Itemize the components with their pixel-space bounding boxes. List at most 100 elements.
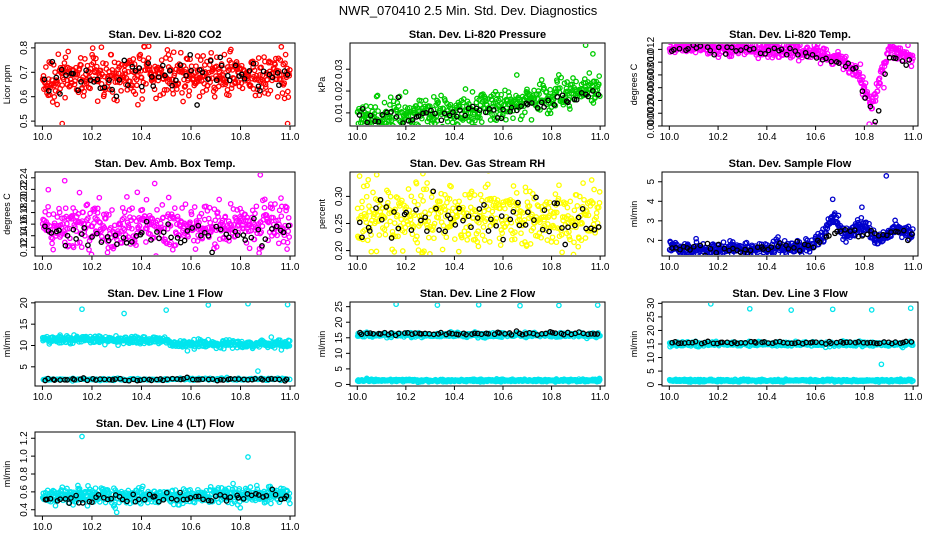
data-point-sampleflow-selected (697, 242, 704, 249)
data-point-rh-selected (413, 206, 419, 213)
data-point-sampleflow-all (751, 251, 758, 255)
panel-title-boxtemp: Stan. Dev. Amb. Box Temp. (95, 158, 236, 170)
y-tick-label-boxtemp: 0.20 (19, 191, 30, 211)
data-point-boxtemp-selected (78, 231, 85, 237)
data-point-rh-all (415, 247, 422, 253)
data-point-rh-all (385, 189, 392, 196)
data-point-rh-all (551, 224, 558, 231)
data-point-boxtemp-all (283, 204, 290, 211)
data-point-co2-all (81, 88, 87, 95)
data-point-line1-selected (51, 377, 58, 383)
data-point-rh-all (509, 198, 516, 205)
data-point-rh-selected (383, 204, 390, 210)
data-point-boxtemp-all (42, 208, 49, 215)
data-point-co2-all (153, 95, 159, 102)
data-point-rh-all (464, 236, 471, 243)
data-point-rh-all (361, 227, 368, 233)
data-point-rh-all (373, 248, 380, 255)
data-point-co2-selected (75, 87, 81, 94)
data-point-boxtemp-all (121, 215, 127, 221)
data-point-pressure-selected (356, 112, 363, 118)
data-point-pressure-selected (409, 116, 416, 123)
data-point-pressure-all (440, 123, 445, 125)
data-point-rh-all (527, 241, 534, 247)
data-point-temp-selected (845, 60, 852, 67)
data-point-boxtemp-all (194, 238, 201, 244)
data-point-co2-all (286, 67, 293, 73)
data-point-co2-all (221, 51, 228, 58)
data-point-boxtemp-all (284, 246, 290, 252)
y-axis-label-pressure: kPa (317, 77, 327, 93)
data-point-pressure-selected (423, 109, 430, 116)
data-point-rh-all (468, 188, 475, 195)
data-point-boxtemp-all (119, 204, 126, 211)
data-point-rh-all (544, 221, 551, 227)
data-point-temp-selected (792, 48, 799, 54)
data-point-rh-selected (562, 241, 569, 248)
data-point-rh-all (399, 248, 406, 254)
data-point-temp-selected (903, 62, 910, 68)
data-point-rh-all (543, 227, 549, 234)
data-point-rh-all (578, 237, 585, 244)
data-point-boxtemp-selected (42, 223, 48, 230)
data-point-boxtemp-selected (201, 229, 208, 236)
data-point-pressure-all (550, 96, 557, 103)
data-point-sampleflow-selected (868, 227, 874, 234)
data-point-temp-all (859, 77, 865, 83)
data-point-pressure-all (528, 116, 535, 123)
data-point-rh-all (454, 213, 461, 220)
data-point-sampleflow-selected (713, 249, 720, 255)
y-tick-label-temp: 0.002 (646, 100, 657, 125)
data-point-boxtemp-all (185, 233, 191, 240)
data-point-boxtemp-all (275, 240, 282, 247)
y-tick-label-pressure: 0.01 (334, 103, 345, 123)
data-point-co2-all (90, 59, 97, 66)
data-point-temp-all (876, 75, 883, 82)
data-point-line1-all (268, 334, 275, 340)
data-point-rh-all (376, 232, 383, 238)
data-point-pressure-all (387, 94, 394, 101)
data-point-co2-all (215, 66, 222, 72)
data-point-boxtemp-all (121, 209, 128, 216)
data-point-pressure-all (374, 92, 381, 99)
data-point-pressure-selected (420, 110, 426, 117)
data-point-boxtemp-all (283, 207, 289, 214)
data-point-rh-all (383, 222, 390, 228)
data-point-sampleflow-selected (690, 243, 697, 250)
data-point-co2-selected (187, 51, 194, 58)
data-point-sampleflow-selected (702, 252, 708, 255)
data-point-boxtemp-selected (138, 229, 145, 236)
plot-frame-rh (349, 171, 606, 257)
data-point-line1-selected (214, 377, 221, 384)
data-point-boxtemp-all (91, 205, 98, 212)
y-tick-label-rh: 0.30 (334, 186, 345, 206)
data-point-rh-selected (474, 215, 481, 221)
data-point-pressure-all (590, 51, 596, 57)
y-tick-label-temp: 0.000 (646, 113, 657, 138)
data-point-temp-all (843, 53, 849, 60)
data-point-rh-selected (516, 222, 523, 229)
data-point-co2-all (272, 61, 278, 68)
data-point-temp-all (909, 52, 916, 59)
data-point-rh-all (394, 195, 401, 201)
data-point-boxtemp-selected (189, 225, 196, 231)
data-point-boxtemp-selected (89, 234, 95, 240)
x-tick-label-sampleflow: 11.0 (904, 262, 923, 273)
data-point-pressure-all (524, 86, 530, 93)
data-point-boxtemp-selected (259, 243, 265, 249)
data-point-rh-all (498, 227, 505, 233)
data-point-pressure-selected (500, 106, 506, 113)
data-point-co2-selected (226, 77, 233, 84)
plot-frame-sampleflow (661, 171, 919, 257)
data-point-rh-all (535, 203, 542, 210)
data-point-temp-all (795, 57, 802, 64)
data-point-rh-selected (524, 209, 531, 216)
data-point-temp-all (797, 44, 803, 49)
data-point-co2-all (262, 81, 269, 88)
data-point-co2-all (71, 81, 78, 88)
data-point-co2-selected (166, 67, 173, 74)
x-tick-label-co2: 11.0 (281, 132, 300, 143)
data-point-rh-selected (515, 199, 521, 206)
data-point-rh-selected (481, 202, 487, 208)
data-point-temp-selected (707, 47, 714, 54)
